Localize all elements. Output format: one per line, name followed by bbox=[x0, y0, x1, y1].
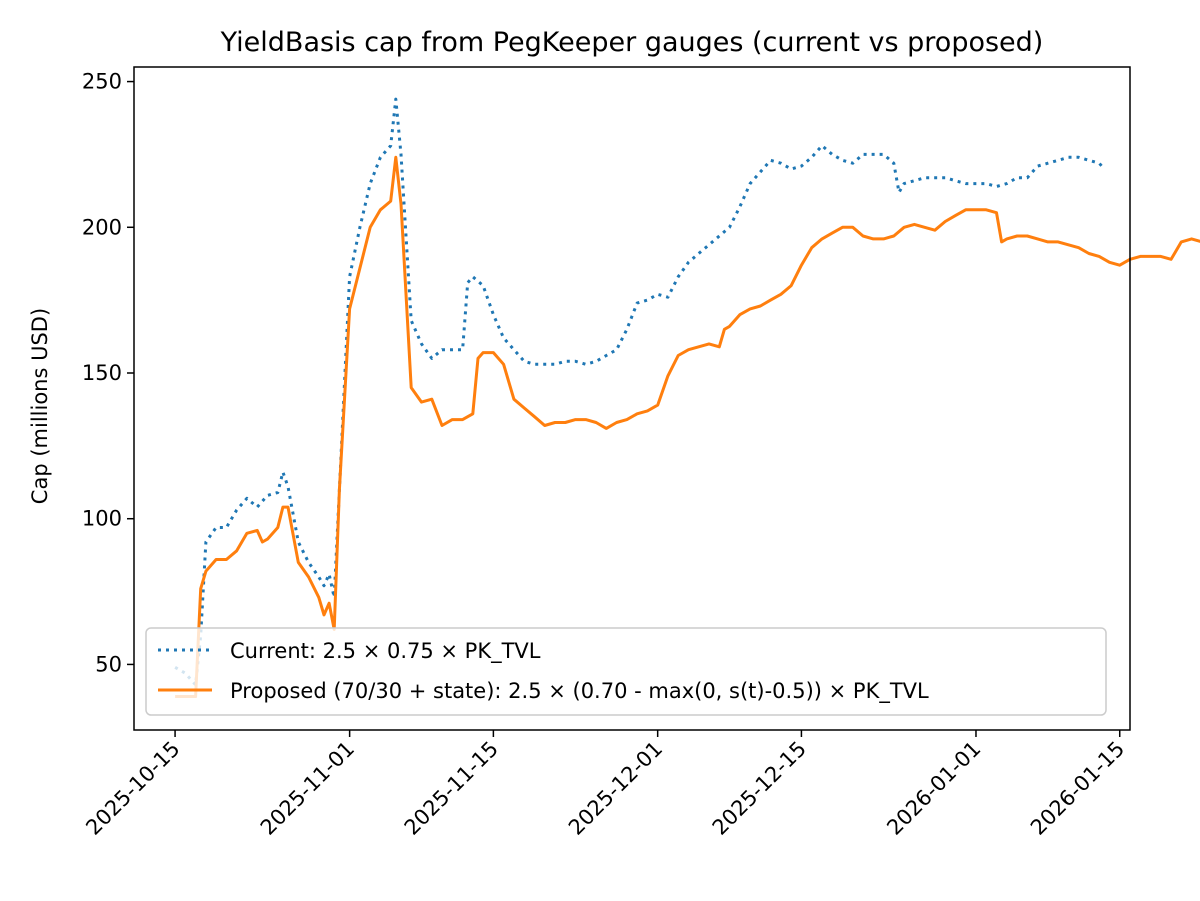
series-line-proposed bbox=[175, 155, 1200, 698]
y-axis-label: Cap (millions USD) bbox=[28, 308, 52, 504]
series-line-current bbox=[174, 97, 1106, 687]
y-axis: 50 100 150 200 250 bbox=[82, 70, 134, 676]
y-tick-label: 50 bbox=[95, 652, 122, 676]
y-tick-label: 200 bbox=[82, 215, 122, 239]
legend: Current: 2.5 × 0.75 × PK_TVL Proposed (7… bbox=[145, 627, 1107, 716]
y-tick-label: 150 bbox=[82, 361, 122, 385]
y-tick-label: 250 bbox=[82, 70, 122, 94]
legend-label-proposed: Proposed (70/30 + state): 2.5 × (0.70 - … bbox=[230, 679, 929, 704]
series-layer bbox=[174, 97, 1200, 698]
legend-frame bbox=[145, 627, 1107, 716]
plot-area-frame bbox=[133, 66, 1131, 731]
y-tick-label: 100 bbox=[82, 507, 122, 531]
chart-title: YieldBasis cap from PegKeeper gauges (cu… bbox=[220, 27, 1044, 58]
legend-label-current: Current: 2.5 × 0.75 × PK_TVL bbox=[230, 639, 541, 664]
